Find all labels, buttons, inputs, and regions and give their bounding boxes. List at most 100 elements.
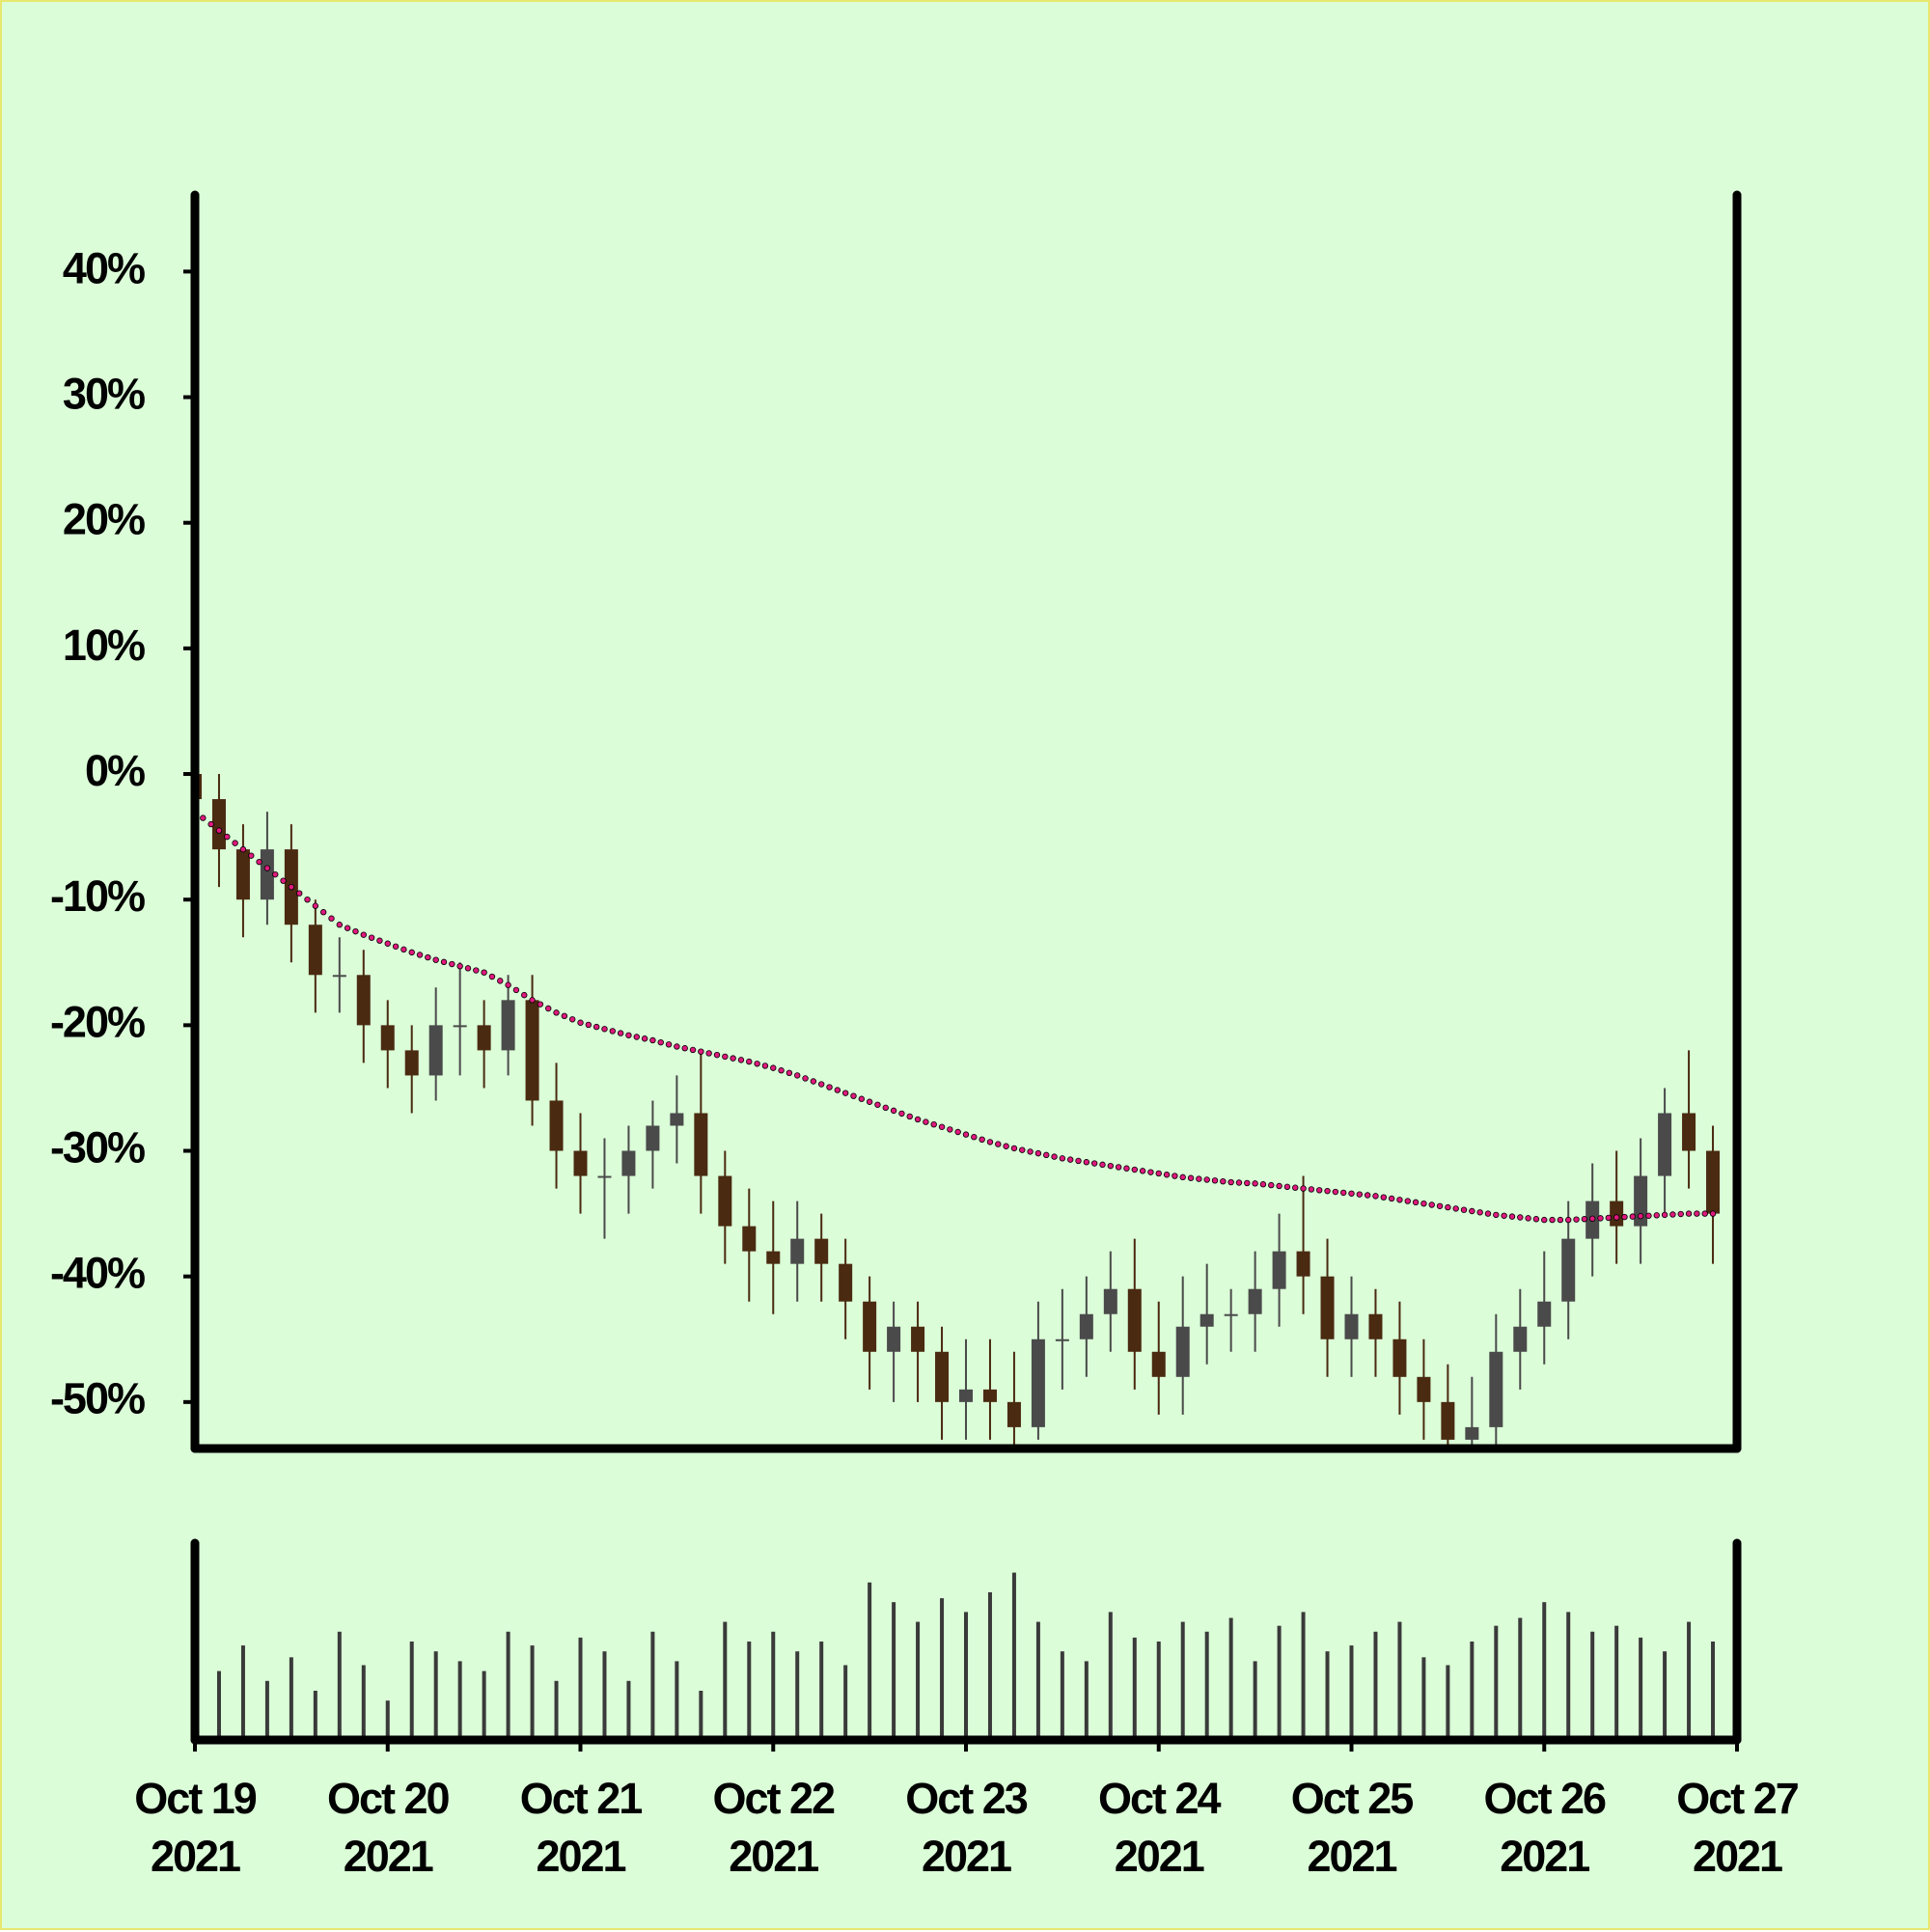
ma-dot bbox=[1019, 1146, 1026, 1153]
y-tick-label: -30% bbox=[50, 1122, 145, 1172]
candle-body bbox=[1344, 1313, 1359, 1339]
ma-dot bbox=[537, 1001, 544, 1007]
ma-dot bbox=[1501, 1212, 1507, 1219]
ma-point bbox=[1155, 1170, 1162, 1177]
volume-bar bbox=[1301, 1612, 1306, 1740]
ma-dot bbox=[376, 937, 383, 944]
ma-dot bbox=[1163, 1172, 1171, 1178]
candle-body bbox=[1031, 1339, 1045, 1427]
volume-bar bbox=[650, 1631, 655, 1740]
candle-body bbox=[477, 1025, 491, 1051]
candle-body bbox=[982, 1389, 997, 1402]
volume-bar bbox=[916, 1621, 921, 1740]
ma-dot bbox=[730, 1055, 736, 1062]
ma-point bbox=[817, 1081, 825, 1088]
ma-dot bbox=[1388, 1195, 1395, 1202]
volume-bar bbox=[1566, 1612, 1571, 1740]
ma-point bbox=[215, 827, 223, 834]
plot-area bbox=[195, 774, 1721, 1447]
candle-body bbox=[1465, 1426, 1479, 1440]
y-tick-label: 10% bbox=[63, 621, 145, 670]
ma-dot bbox=[1621, 1213, 1628, 1221]
ma-dot bbox=[1428, 1201, 1435, 1208]
ma-dot bbox=[995, 1141, 1002, 1147]
ma-dot bbox=[521, 991, 528, 999]
ma-dot bbox=[1404, 1198, 1411, 1204]
candle-body bbox=[1441, 1401, 1455, 1440]
x-tick-label: Oct 20 2021 bbox=[326, 1774, 451, 1881]
ma-dot bbox=[1211, 1177, 1219, 1184]
candle-body bbox=[646, 1125, 660, 1151]
ma-point bbox=[481, 969, 487, 976]
ma-dot bbox=[641, 1035, 648, 1042]
volume-bar bbox=[578, 1637, 583, 1740]
x-tick-label: Oct 25 2021 bbox=[1290, 1774, 1415, 1881]
candle-body bbox=[1127, 1288, 1142, 1352]
candle-body bbox=[814, 1238, 829, 1264]
volume-bar bbox=[1397, 1621, 1402, 1740]
ma-dot bbox=[1694, 1210, 1700, 1217]
ma-dot bbox=[425, 953, 431, 961]
ma-dot bbox=[1508, 1213, 1516, 1220]
ma-dot bbox=[1339, 1189, 1347, 1197]
x-tick-label: Oct 19 2021 bbox=[134, 1774, 258, 1881]
volume-bar bbox=[1470, 1642, 1475, 1740]
ma-point bbox=[1565, 1216, 1572, 1224]
candle-body bbox=[1634, 1175, 1648, 1227]
candle-body bbox=[1151, 1351, 1166, 1377]
volume-bar bbox=[216, 1670, 221, 1740]
candle-body bbox=[501, 1000, 515, 1051]
volume-bar bbox=[506, 1631, 510, 1740]
ma-dot bbox=[850, 1092, 857, 1099]
ma-dot bbox=[488, 973, 496, 980]
ma-point bbox=[1059, 1155, 1066, 1162]
ma-dot bbox=[617, 1030, 624, 1036]
candle-body bbox=[211, 799, 226, 850]
volume-bar bbox=[1204, 1631, 1209, 1740]
ma-dot bbox=[665, 1041, 673, 1048]
ma-dot bbox=[1532, 1216, 1540, 1223]
volume-bar bbox=[530, 1645, 535, 1740]
candle-body bbox=[1417, 1376, 1431, 1402]
ma-dot bbox=[689, 1046, 697, 1054]
candle-body bbox=[718, 1175, 732, 1227]
ma-dot bbox=[1172, 1173, 1178, 1179]
ma-dot bbox=[280, 877, 287, 884]
ma-dot bbox=[1075, 1157, 1082, 1165]
volume-bar bbox=[819, 1642, 824, 1740]
ma-dot bbox=[1139, 1168, 1146, 1174]
ma-dot bbox=[1653, 1212, 1660, 1219]
x-tick-label: Oct 26 2021 bbox=[1483, 1774, 1607, 1881]
volume-bar bbox=[626, 1680, 631, 1740]
ma-dot bbox=[568, 1016, 576, 1023]
candle-body bbox=[911, 1326, 925, 1352]
volume-bar bbox=[1639, 1637, 1643, 1740]
ma-dot bbox=[858, 1095, 866, 1102]
ma-point bbox=[1276, 1182, 1282, 1190]
candle-body bbox=[404, 1050, 419, 1076]
candle-body bbox=[621, 1150, 636, 1176]
volume-bar bbox=[699, 1691, 703, 1740]
ma-point bbox=[674, 1043, 680, 1050]
ma-dot bbox=[979, 1136, 985, 1144]
ma-point bbox=[601, 1026, 608, 1033]
ma-point bbox=[1227, 1178, 1234, 1186]
ma-dot bbox=[392, 943, 400, 950]
y-tick-label: -40% bbox=[50, 1249, 145, 1298]
ma-dot bbox=[1268, 1181, 1275, 1189]
ma-dot bbox=[874, 1101, 881, 1108]
volume-bar bbox=[385, 1700, 390, 1740]
ma-point bbox=[1517, 1214, 1524, 1221]
candle-body bbox=[863, 1301, 877, 1352]
ma-dot bbox=[1090, 1160, 1098, 1167]
ma-dot bbox=[1051, 1153, 1058, 1160]
x-tick-label: Oct 27 2021 bbox=[1676, 1774, 1800, 1881]
ma-point bbox=[408, 949, 415, 956]
candle-body bbox=[1079, 1313, 1093, 1339]
ma-dot bbox=[272, 870, 279, 878]
ma-point bbox=[505, 981, 511, 988]
y-tick-label: 0% bbox=[85, 746, 145, 795]
ma-dot bbox=[1316, 1187, 1323, 1194]
ma-dot bbox=[898, 1110, 905, 1118]
